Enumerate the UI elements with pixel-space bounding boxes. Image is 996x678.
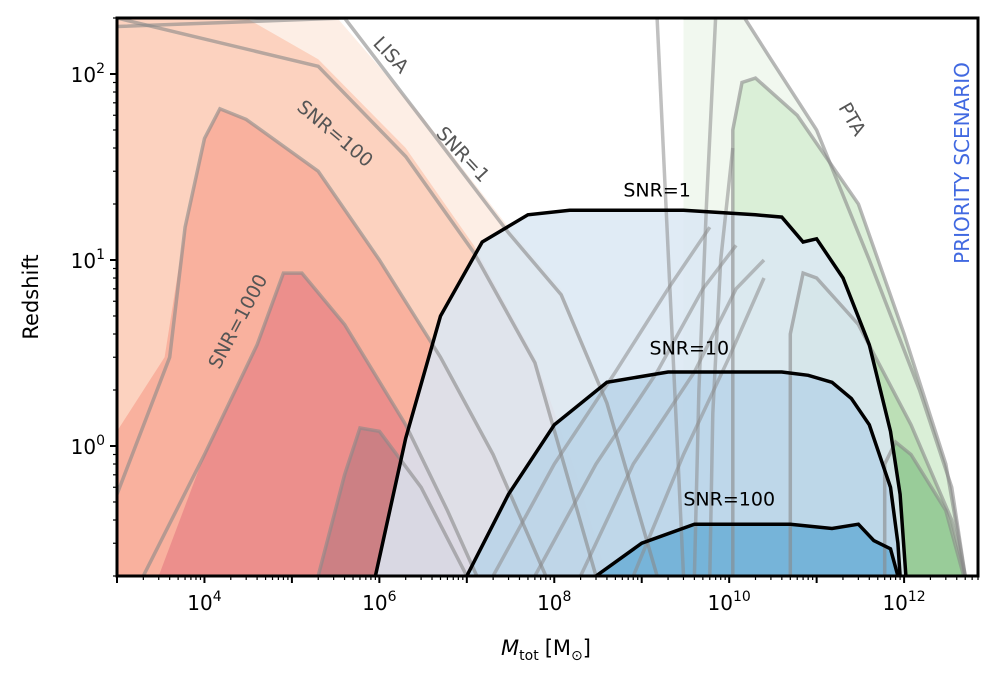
gray-contour-line [631,277,766,576]
gray-contour-line [708,147,735,576]
priority-scenario-note: PRIORITY SCENARIO [950,62,974,264]
contour-lines-layer [117,18,967,576]
contour-label: SNR=100 [683,488,775,510]
pta-contour-line [731,76,967,576]
y-tick-label: 102 [71,61,105,87]
contour-label: SNR=10 [650,338,730,360]
lisa-contour-line [117,18,598,576]
gray-contour-line [655,18,686,576]
pta-contour-line [788,270,967,576]
lisa-contour-line [117,18,659,576]
series-2-contour-line [594,522,900,576]
x-tick-label: 1012 [882,589,925,615]
x-axis: 104 106 108 1010 1012 [116,576,979,615]
x-tick-label: 1010 [708,589,751,615]
lisa-contour-line [316,426,469,576]
plot-frame [115,16,980,578]
gray-contour-line [692,18,718,576]
series-2-contour-line [373,208,908,576]
x-axis-label: Mtot [M⊙] [501,636,591,664]
x-tick-label: 104 [187,589,221,615]
y-axis-label: Redshift [19,254,43,339]
series-2-contour-line [465,370,902,576]
y-axis: 100 101 102 [71,17,117,577]
series-2-snr-100-region [596,524,898,576]
pta-contour-line [882,439,966,576]
x-tick-label: 108 [537,589,571,615]
y-tick-label: 101 [71,247,105,273]
y-tick-label: 100 [71,433,105,459]
lisa-contour-line [141,271,479,576]
contour-label: SNR=1 [623,179,690,201]
lisa-contour-line [117,106,548,576]
gray-contour-line [491,226,712,576]
x-tick-label: 106 [362,589,396,615]
